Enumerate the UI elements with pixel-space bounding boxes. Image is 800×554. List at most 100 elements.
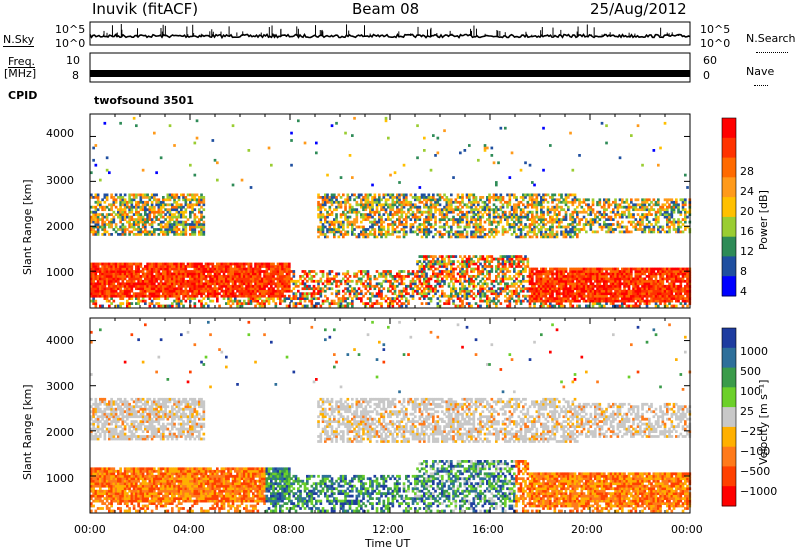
power-cell: [175, 272, 179, 276]
power-cell: [598, 279, 602, 283]
power-cell: [445, 262, 449, 266]
power-cell: [533, 292, 536, 296]
power-cell: [481, 284, 485, 288]
power-cell: [94, 289, 98, 293]
power-cell: [344, 215, 347, 219]
power-cell: [562, 297, 566, 300]
power-cell: [389, 223, 392, 226]
power-cell: [528, 198, 532, 202]
power-cell: [486, 299, 489, 303]
power-cell: [96, 203, 100, 207]
power-cell: [283, 294, 287, 298]
power-cell: [364, 272, 368, 276]
power-cell: [117, 287, 120, 291]
power-cell: [101, 292, 104, 296]
power-cell: [128, 270, 131, 273]
power-cell: [200, 262, 203, 266]
power-cell: [436, 304, 440, 308]
power-cell: [193, 279, 197, 283]
power-cell: [90, 282, 93, 286]
power-cell: [564, 287, 568, 291]
power-cell: [202, 220, 206, 224]
power-cell: [474, 275, 478, 278]
power-cell: [227, 292, 230, 296]
power-cell: [488, 193, 491, 197]
power-cell: [270, 297, 273, 300]
power-cell: [267, 302, 271, 305]
power-cell: [531, 218, 534, 221]
power-cell: [186, 203, 190, 207]
power-cell: [488, 277, 491, 281]
power-cell: [159, 279, 163, 283]
power-cell: [135, 294, 138, 298]
power-cell: [146, 279, 149, 283]
power-cell: [463, 292, 467, 296]
power-cell: [513, 213, 516, 216]
power-cell: [567, 225, 570, 229]
power-cell: [317, 289, 320, 293]
power-cell: [598, 304, 602, 308]
power-cell: [319, 218, 323, 221]
power-cell: [508, 196, 512, 199]
power-cell: [375, 198, 379, 202]
power-cell: [479, 272, 482, 276]
power-cell: [121, 279, 125, 283]
power-cell: [164, 213, 167, 216]
power-cell: [263, 294, 266, 298]
power-cell: [144, 284, 147, 288]
power-cell: [171, 208, 174, 212]
power-cell: [470, 210, 473, 214]
power-cell: [555, 213, 559, 216]
power-cell: [375, 235, 379, 239]
power-cell: [398, 218, 401, 221]
power-cell: [227, 284, 230, 288]
power-cell: [461, 193, 464, 197]
power-cell: [441, 215, 444, 219]
power-cell: [495, 228, 498, 231]
power-cell: [112, 220, 116, 224]
power-cell: [180, 233, 183, 236]
power-cell: [96, 270, 100, 273]
power-cell: [137, 228, 140, 231]
power-cell: [317, 225, 320, 229]
power-cell: [101, 272, 104, 276]
power-cell: [164, 233, 167, 236]
power-cell: [429, 284, 433, 288]
power-cell: [567, 282, 570, 286]
power-cell: [137, 275, 140, 278]
power-cell: [245, 277, 248, 281]
power-cell: [335, 230, 338, 234]
power-cell: [596, 215, 599, 219]
power-cell: [191, 220, 194, 224]
power-cell: [144, 287, 147, 291]
power-cell: [402, 193, 406, 197]
power-cell: [301, 270, 305, 273]
power-cell: [454, 220, 458, 224]
power-cell: [537, 282, 541, 286]
power-cell: [598, 287, 602, 291]
power-cell: [553, 304, 557, 308]
power-cell: [276, 275, 280, 278]
power-cell: [184, 270, 188, 273]
power-cell: [146, 267, 149, 271]
power-cell: [234, 275, 237, 278]
power-cell: [292, 279, 296, 283]
power-cell: [535, 267, 539, 271]
power-cell: [150, 289, 154, 293]
power-cell: [562, 225, 566, 229]
power-cell: [193, 213, 197, 216]
power-cell: [119, 284, 122, 288]
power-cell: [150, 203, 154, 207]
power-cell: [189, 228, 192, 231]
power-cell: [558, 297, 561, 300]
power-cell: [488, 297, 491, 300]
power-cell: [585, 289, 588, 293]
power-cell: [157, 304, 161, 308]
power-cell: [391, 304, 395, 308]
power-cell: [324, 215, 327, 219]
power-cell: [153, 297, 156, 300]
power-cell: [391, 299, 395, 303]
power-cell: [479, 270, 482, 273]
power-cell: [474, 255, 478, 258]
power-cell: [119, 220, 122, 224]
